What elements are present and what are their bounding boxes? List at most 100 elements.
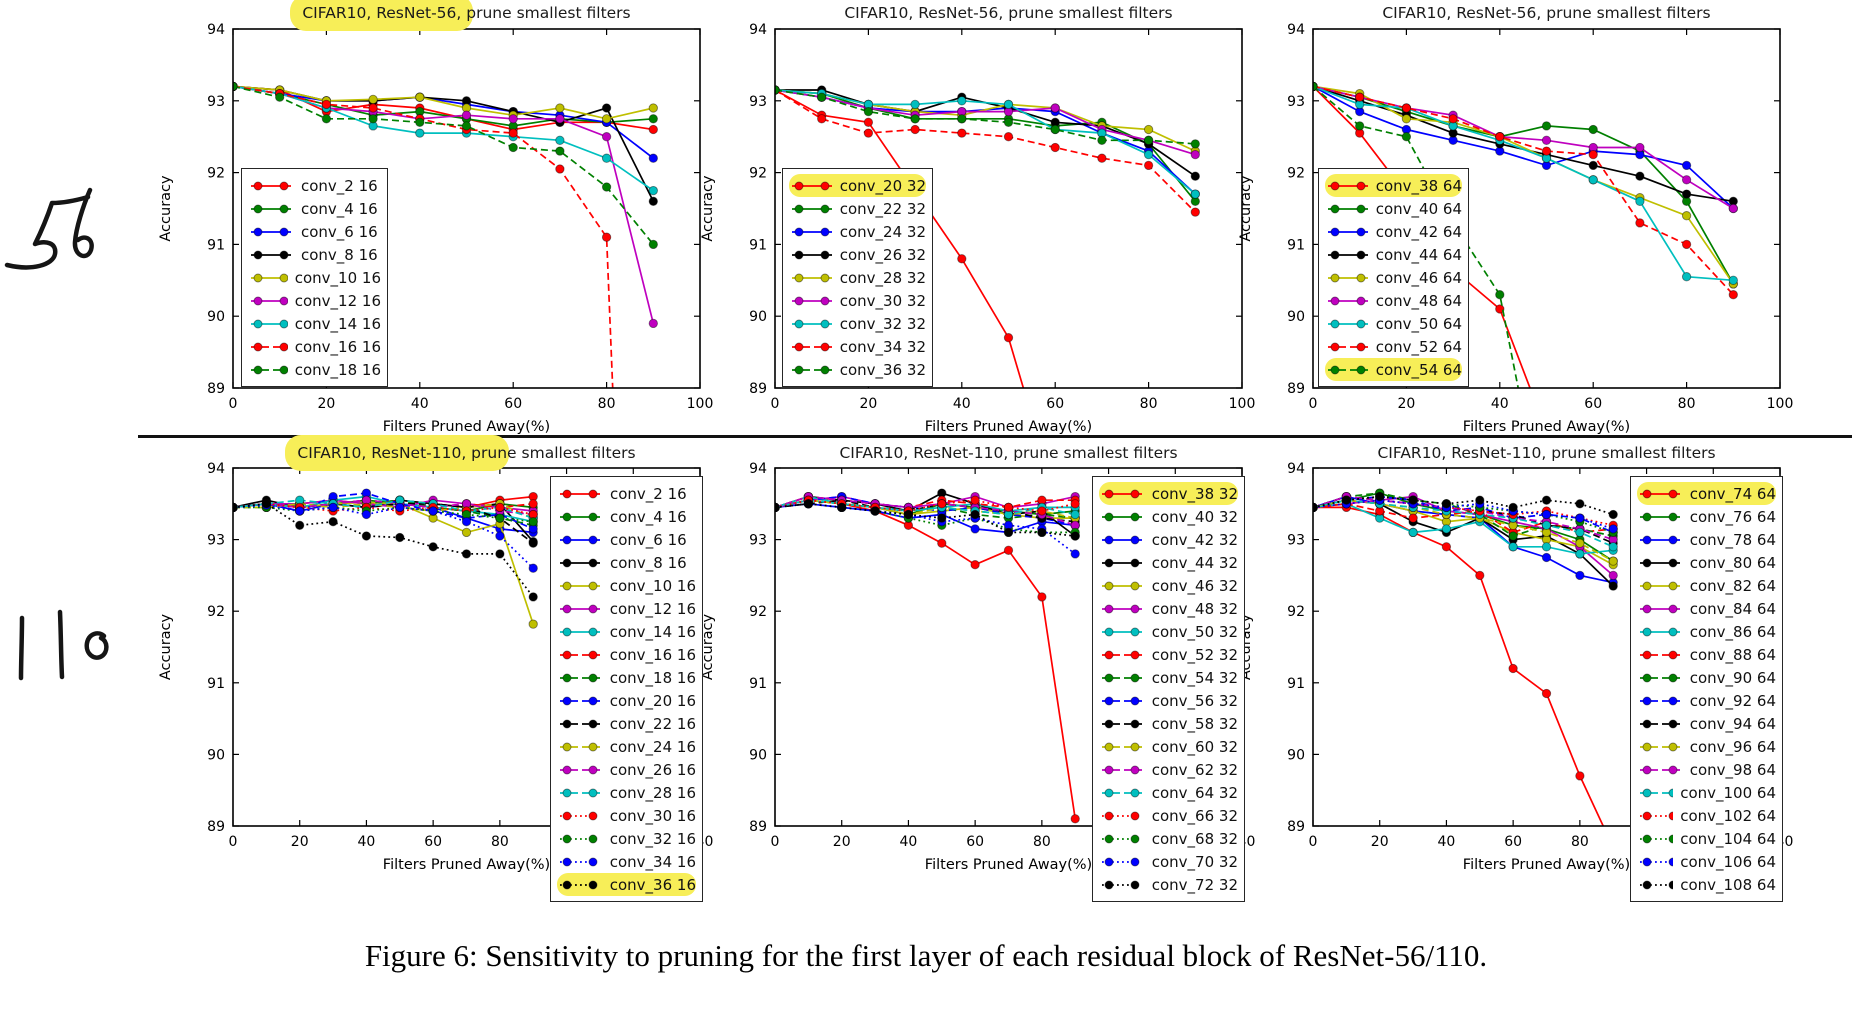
legend-item-conv_96-64: conv_96 64 [1637, 735, 1776, 758]
legend-swatch-icon [560, 880, 600, 889]
data-point [937, 538, 947, 548]
data-point [1681, 189, 1692, 199]
legend-swatch-icon [1102, 604, 1142, 613]
data-point [648, 239, 658, 250]
legend-label: conv_10 16 [609, 576, 696, 595]
legend-item-conv_72-32: conv_72 32 [1099, 873, 1238, 896]
y-tick-label: 89 [1287, 381, 1305, 397]
legend-item-conv_30-32: conv_30 32 [789, 289, 926, 312]
legend-label: conv_16 16 [294, 337, 381, 356]
legend-label: conv_10 16 [294, 268, 381, 287]
legend-swatch-icon [1328, 342, 1368, 351]
data-point [601, 132, 612, 142]
legend-swatch-icon [560, 719, 600, 728]
legend-label: conv_62 32 [1151, 760, 1238, 779]
legend-label: conv_12 16 [294, 291, 381, 310]
legend-label: conv_18 16 [609, 668, 696, 687]
chart-legend: conv_38 32 conv_40 32 conv_42 32 conv_44 32… [1092, 476, 1245, 902]
legend-swatch-icon [1102, 811, 1142, 820]
legend-item-conv_36-32: conv_36 32 [789, 358, 926, 381]
legend-swatch-icon [1328, 319, 1368, 328]
series-line-conv_30-32 [775, 89, 1196, 156]
x-axis-label: Filters Pruned Away(%) [925, 857, 1092, 873]
x-tick-label: 80 [598, 396, 616, 412]
data-point [1541, 146, 1552, 156]
legend-item-conv_42-64: conv_42 64 [1325, 220, 1462, 243]
legend-label: conv_44 32 [1151, 553, 1238, 572]
legend-swatch-icon [560, 765, 600, 774]
legend-label: conv_92 64 [1689, 691, 1776, 710]
x-tick-label: 80 [1678, 396, 1696, 412]
x-tick-label: 60 [1584, 396, 1602, 412]
series-line-conv_94-64 [1313, 495, 1614, 544]
y-tick-label: 89 [749, 381, 767, 397]
series-line-conv_74-64 [1313, 506, 1605, 826]
series-line-conv_14-16 [233, 85, 654, 192]
data-point [1401, 132, 1412, 142]
legend-label: conv_38 32 [1151, 484, 1238, 503]
legend-swatch-icon [1640, 489, 1680, 498]
x-tick-label: 40 [411, 396, 429, 412]
legend-swatch-icon [251, 227, 291, 236]
series-line-conv_40-64 [1313, 85, 1735, 285]
legend-swatch-icon [251, 296, 288, 305]
legend-item-conv_66-32: conv_66 32 [1099, 804, 1238, 827]
chart-resnet110-filters32: CIFAR10, ResNet-110, prune smallest filt… [655, 440, 1255, 940]
legend-label: conv_16 16 [609, 645, 696, 664]
legend-swatch-icon [1102, 489, 1142, 498]
y-tick-label: 93 [1287, 94, 1305, 110]
data-point [648, 196, 658, 206]
series-line-conv_50-32 [775, 495, 1076, 512]
legend-swatch-icon [792, 181, 832, 190]
legend-swatch-icon [560, 650, 600, 659]
legend-item-conv_32-32: conv_32 32 [789, 312, 926, 335]
chart-title: CIFAR10, ResNet-56, prune smallest filte… [1382, 4, 1711, 22]
data-point [1097, 135, 1107, 145]
data-point [648, 114, 658, 124]
axes-frame [1312, 28, 1781, 389]
series-line-conv_70-32 [775, 502, 1076, 555]
legend-label: conv_54 64 [1375, 360, 1462, 379]
legend-swatch-icon [1640, 581, 1680, 590]
data-point [1070, 509, 1080, 520]
legend-label: conv_60 32 [1151, 737, 1238, 756]
chart-legend: conv_38 64 conv_40 64 conv_42 64 conv_44 64… [1318, 168, 1469, 387]
legend-label: conv_8 16 [610, 553, 687, 572]
legend-swatch-icon [1640, 880, 1674, 889]
data-point [1341, 495, 1352, 505]
legend-label: conv_100 64 [1680, 783, 1776, 802]
legend-swatch-icon [1328, 181, 1368, 190]
series-line-conv_32-32 [775, 89, 1196, 195]
data-point [415, 92, 425, 102]
data-point [368, 103, 378, 113]
legend-item-conv_8-16: conv_8 16 [248, 243, 381, 266]
series-line-conv_36-32 [775, 89, 1196, 145]
legend-swatch-icon [792, 273, 832, 282]
x-axis-label: Filters Pruned Away(%) [925, 419, 1092, 435]
legend-item-conv_28-32: conv_28 32 [789, 266, 926, 289]
legend-swatch-icon [1102, 742, 1142, 751]
legend-label: conv_4 16 [610, 507, 687, 526]
data-point [1541, 509, 1552, 520]
data-point [937, 499, 947, 509]
x-axis-label: Filters Pruned Away(%) [1463, 857, 1630, 873]
legend-label: conv_26 16 [609, 760, 696, 779]
data-point [1441, 499, 1452, 509]
legend-label: conv_28 16 [609, 783, 696, 802]
data-point [528, 619, 538, 629]
x-tick-label: 20 [317, 396, 335, 412]
data-point [1037, 592, 1047, 602]
chart-legend: conv_2 16 conv_4 16 conv_6 16 conv_8 16 conv… [241, 168, 388, 387]
legend-swatch-icon [560, 512, 600, 521]
legend-item-conv_12-16: conv_12 16 [248, 289, 381, 312]
y-tick-label: 91 [749, 676, 767, 692]
series-line-conv_28-16 [233, 499, 534, 519]
legend-item-conv_60-32: conv_60 32 [1099, 735, 1238, 758]
legend-label: conv_74 64 [1689, 484, 1776, 503]
legend-label: conv_84 64 [1689, 599, 1776, 618]
data-point [957, 96, 967, 106]
data-point [461, 121, 472, 131]
legend-swatch-icon [1328, 273, 1368, 282]
x-tick-label: 100 [1229, 396, 1255, 412]
legend-item-conv_62-32: conv_62 32 [1099, 758, 1238, 781]
